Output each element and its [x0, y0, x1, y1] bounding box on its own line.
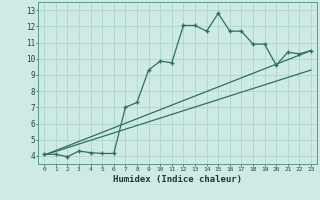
- X-axis label: Humidex (Indice chaleur): Humidex (Indice chaleur): [113, 175, 242, 184]
